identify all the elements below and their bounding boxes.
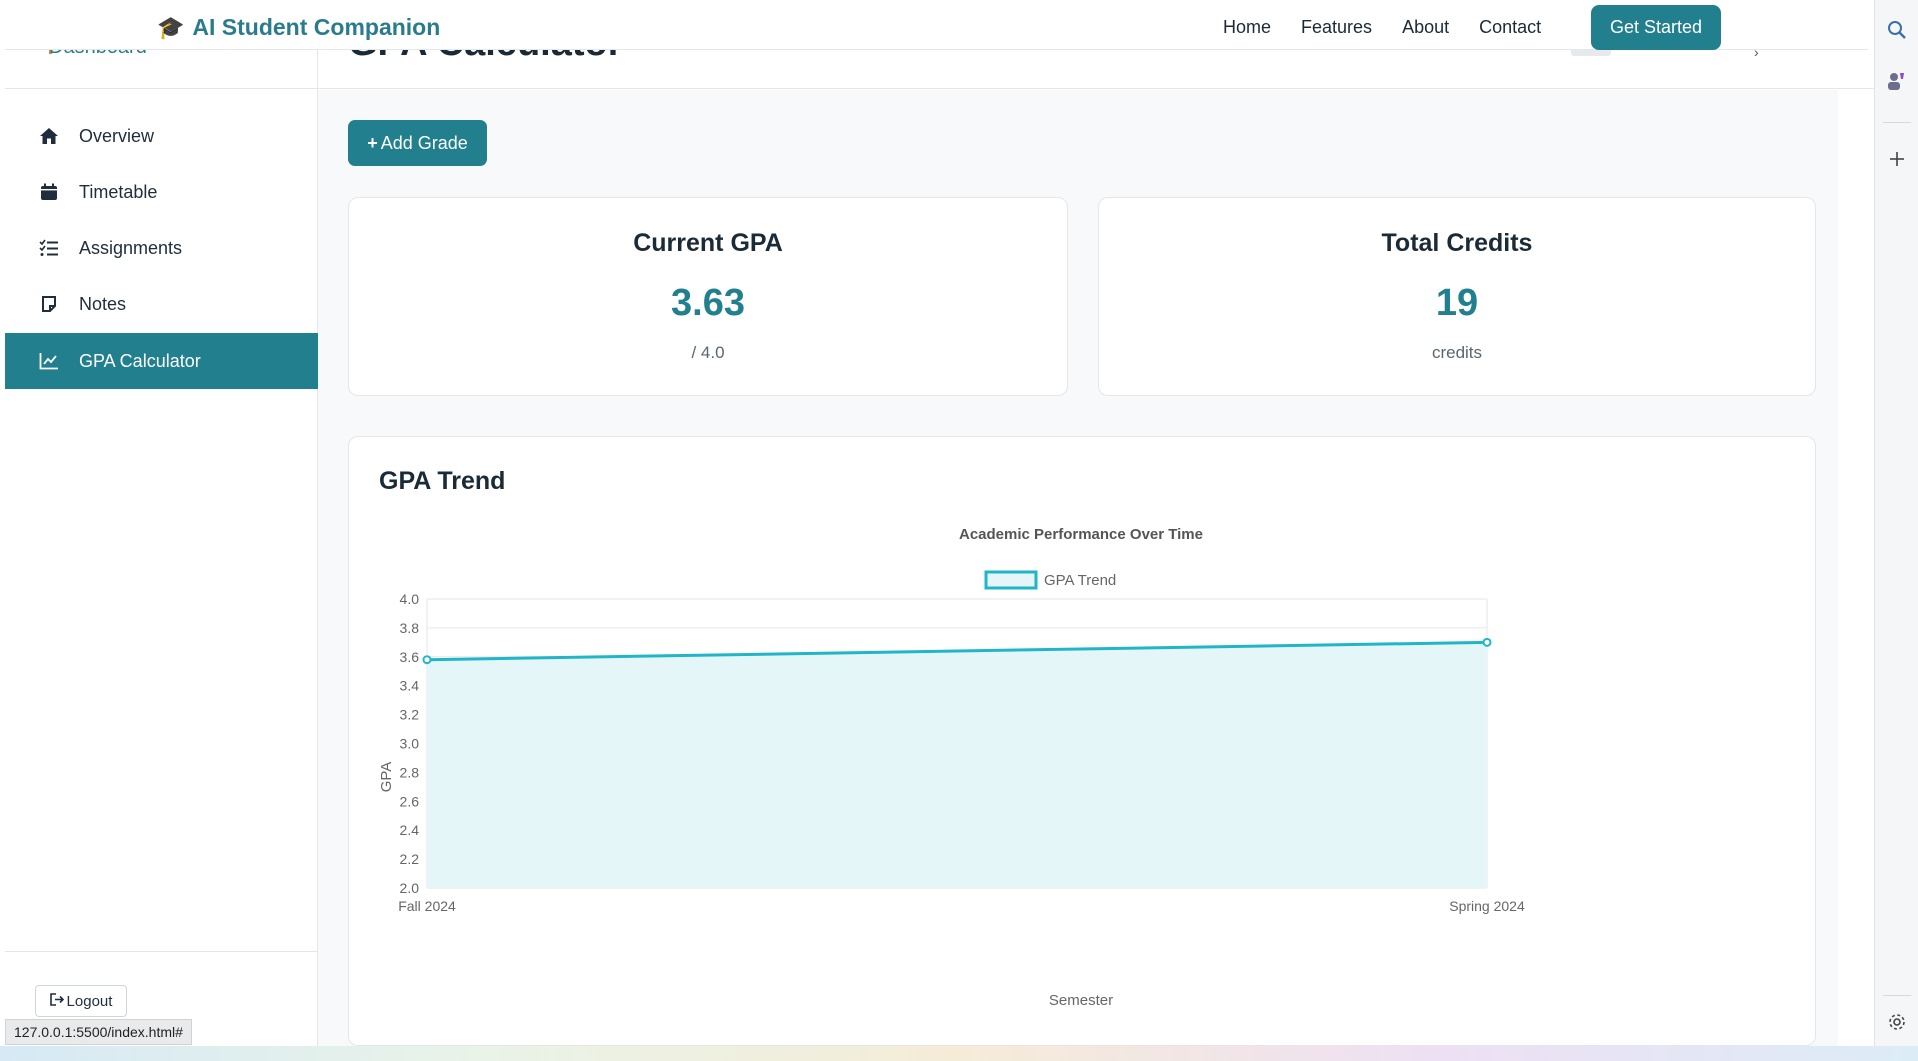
sidebar: Dashboard Overview Timetable Assignments… — [5, 50, 318, 1046]
main-content: + Add Grade Current GPA 3.63 / 4.0 Total… — [318, 90, 1838, 1046]
checklist-icon — [37, 239, 61, 257]
x-tick-label: Spring 2024 — [1449, 898, 1525, 914]
get-started-button[interactable]: Get Started — [1591, 5, 1721, 50]
logout-label: Logout — [66, 992, 113, 1010]
current-gpa-scale: / 4.0 — [691, 343, 725, 362]
sidebar-item-label: Overview — [79, 125, 155, 146]
sidebar-footer: Logout — [5, 951, 318, 1046]
sidebar-item-notes[interactable]: Notes — [5, 276, 318, 332]
page-title: GPA Calculator — [348, 50, 623, 65]
nav-link-about[interactable]: About — [1402, 16, 1450, 37]
gpa-trend-card: GPA Trend Academic Performance Over Time… — [348, 436, 1816, 1046]
data-point — [422, 655, 432, 665]
top-navbar: 🎓 AI Student Companion Home Features Abo… — [5, 4, 1868, 50]
graduation-cap-icon: 🎓 — [157, 14, 185, 40]
current-gpa-value: 3.63 — [671, 282, 745, 324]
logout-icon — [49, 992, 64, 1010]
y-tick-label: 2.6 — [400, 793, 420, 809]
chart-title: Academic Performance Over Time — [959, 526, 1203, 543]
sidebar-item-timetable[interactable]: Timetable — [5, 164, 318, 220]
y-tick-label: 2.4 — [400, 822, 420, 838]
status-bar-url: 127.0.0.1:5500/index.html# — [5, 1019, 192, 1045]
sidebar-title: Dashboard — [49, 50, 147, 59]
sidebar-header: Dashboard — [5, 50, 318, 89]
browser-side-rail — [1874, 0, 1918, 1061]
add-grade-button[interactable]: + Add Grade — [348, 120, 487, 166]
profile-icon[interactable] — [1886, 70, 1908, 92]
y-tick-label: 3.2 — [400, 707, 420, 723]
calendar-icon — [37, 183, 61, 201]
plus-icon: + — [367, 132, 378, 153]
total-credits-value: 19 — [1435, 282, 1479, 324]
search-icon[interactable] — [1886, 20, 1908, 42]
sidebar-item-overview[interactable]: Overview — [5, 108, 318, 164]
home-icon — [37, 127, 61, 145]
nav-links: Home Features About Contact — [1223, 4, 1571, 50]
header-badge — [1571, 50, 1611, 56]
nav-link-features[interactable]: Features — [1301, 16, 1373, 37]
data-point — [1482, 637, 1492, 647]
y-tick-label: 3.6 — [400, 649, 420, 665]
sidebar-item-label: Assignments — [79, 237, 183, 258]
sidebar-item-label: GPA Calculator — [79, 350, 201, 371]
y-tick-label: 4.0 — [400, 591, 420, 607]
gpa-trend-chart: Academic Performance Over Time GPA Trend… — [378, 526, 1525, 1009]
note-icon — [37, 295, 61, 313]
brand-name: AI Student Companion — [192, 14, 441, 40]
y-tick-label: 3.4 — [400, 678, 420, 694]
total-credits-unit: credits — [1431, 343, 1483, 362]
nav-link-home[interactable]: Home — [1223, 16, 1272, 37]
add-icon[interactable] — [1886, 150, 1908, 172]
logout-button[interactable]: Logout — [35, 985, 127, 1017]
brand[interactable]: 🎓 AI Student Companion — [157, 14, 440, 41]
y-tick-label: 3.0 — [400, 736, 420, 752]
y-tick-label: 2.2 — [400, 851, 420, 867]
y-tick-label: 2.0 — [400, 880, 420, 896]
dashboard-marker — [49, 50, 52, 54]
current-gpa-card: Current GPA 3.63 / 4.0 — [348, 197, 1068, 396]
gpa-trend-heading: GPA Trend — [379, 467, 506, 495]
header-chevron-icon: › — [1754, 50, 1759, 60]
chart-line-icon — [37, 352, 61, 370]
legend-label[interactable]: GPA Trend — [1044, 572, 1116, 589]
add-grade-label: Add Grade — [380, 132, 468, 153]
settings-gear-icon[interactable] — [1886, 1012, 1908, 1034]
current-gpa-title: Current GPA — [633, 229, 783, 257]
x-tick-label: Fall 2024 — [398, 898, 456, 914]
legend-swatch[interactable] — [984, 570, 1038, 590]
gpa-area-fill — [427, 642, 1487, 888]
total-credits-title: Total Credits — [1381, 229, 1533, 257]
x-axis-label: Semester — [1049, 992, 1113, 1009]
y-tick-label: 2.8 — [400, 764, 420, 780]
y-tick-label: 3.8 — [400, 620, 420, 636]
taskbar-strip — [0, 1046, 1918, 1061]
total-credits-card: Total Credits 19 credits — [1098, 197, 1816, 396]
page-header: GPA Calculator › — [318, 50, 1874, 89]
gpa-trend-line — [426, 640, 1488, 662]
nav-link-contact[interactable]: Contact — [1479, 16, 1542, 37]
sidebar-item-label: Notes — [79, 293, 127, 314]
y-axis-label: GPA — [378, 762, 395, 793]
sidebar-item-label: Timetable — [79, 181, 158, 202]
sidebar-item-assignments[interactable]: Assignments — [5, 220, 318, 276]
sidebar-item-gpa-calculator[interactable]: GPA Calculator — [5, 333, 318, 389]
